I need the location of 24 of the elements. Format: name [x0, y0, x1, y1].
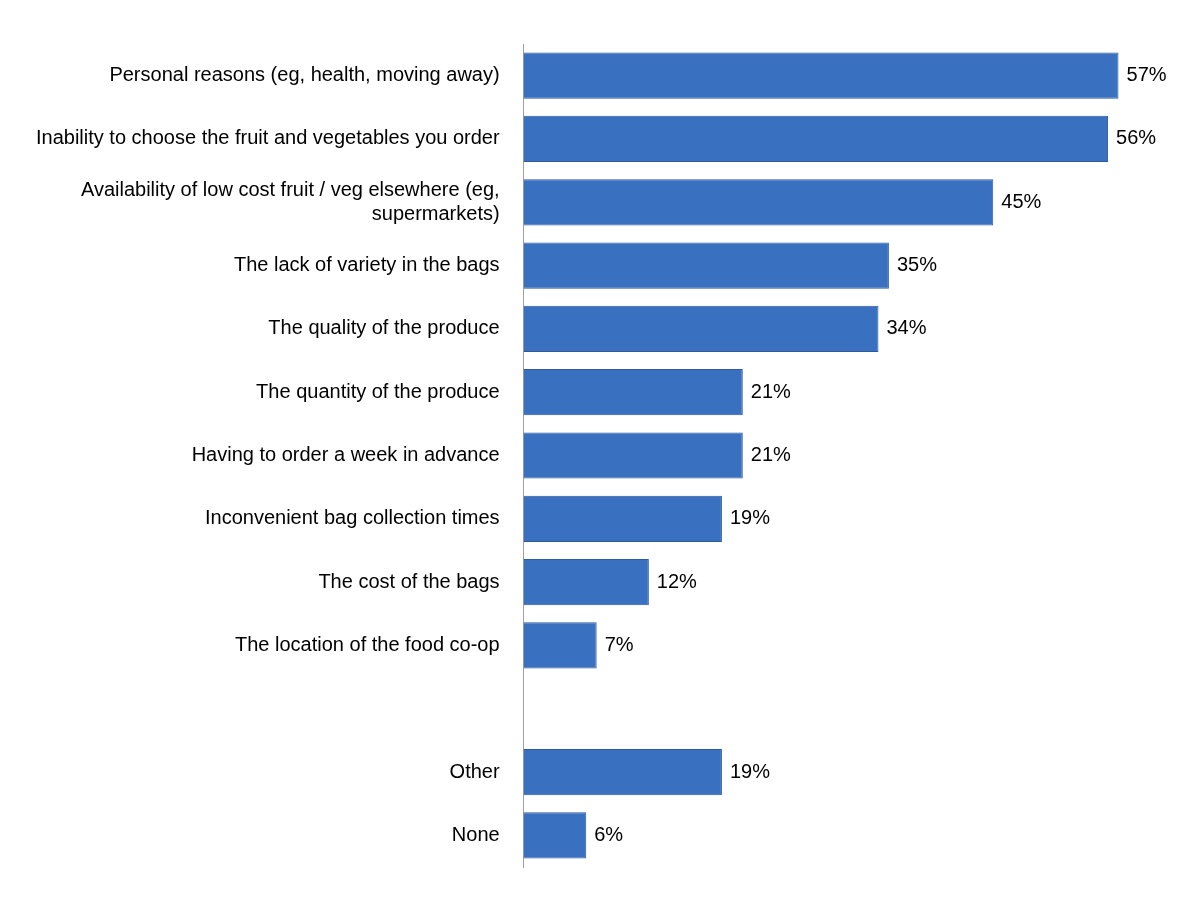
- data-label: 57%: [1126, 63, 1167, 86]
- y-tick-label: Inconvenient bag collection times: [205, 506, 500, 529]
- y-tick-label: The lack of variety in the bags: [233, 253, 500, 276]
- data-label: 45%: [1001, 189, 1042, 212]
- y-tick-label: Other: [449, 759, 500, 782]
- data-label: 56%: [1116, 126, 1157, 149]
- data-label: 12%: [656, 569, 698, 592]
- y-tick-label: The cost of the bags: [318, 569, 500, 592]
- y-tick-label: The quantity of the produce: [256, 379, 500, 402]
- y-tick-label: None: [451, 822, 500, 845]
- data-label: 19%: [729, 759, 771, 782]
- data-label: 19%: [729, 506, 771, 529]
- data-label: 21%: [750, 443, 792, 466]
- data-label: 21%: [750, 379, 792, 402]
- data-label: 7%: [604, 632, 634, 655]
- y-tick-label: The location of the food co-op: [235, 632, 500, 655]
- data-label: 34%: [886, 316, 927, 339]
- y-tick-label: Inability to choose the fruit and vegetables you order: [36, 126, 500, 149]
- y-tick-label: The quality of the produce: [268, 316, 500, 339]
- data-label: 35%: [896, 253, 938, 276]
- y-tick-label: Availability of low cost fruit / veg elsewhere (eg, supermarkets): [80, 177, 500, 224]
- y-tick-label: Having to order a week in advance: [191, 443, 500, 466]
- data-label: 6%: [594, 822, 624, 845]
- y-tick-label: Personal reasons (eg, health, moving away): [109, 63, 500, 86]
